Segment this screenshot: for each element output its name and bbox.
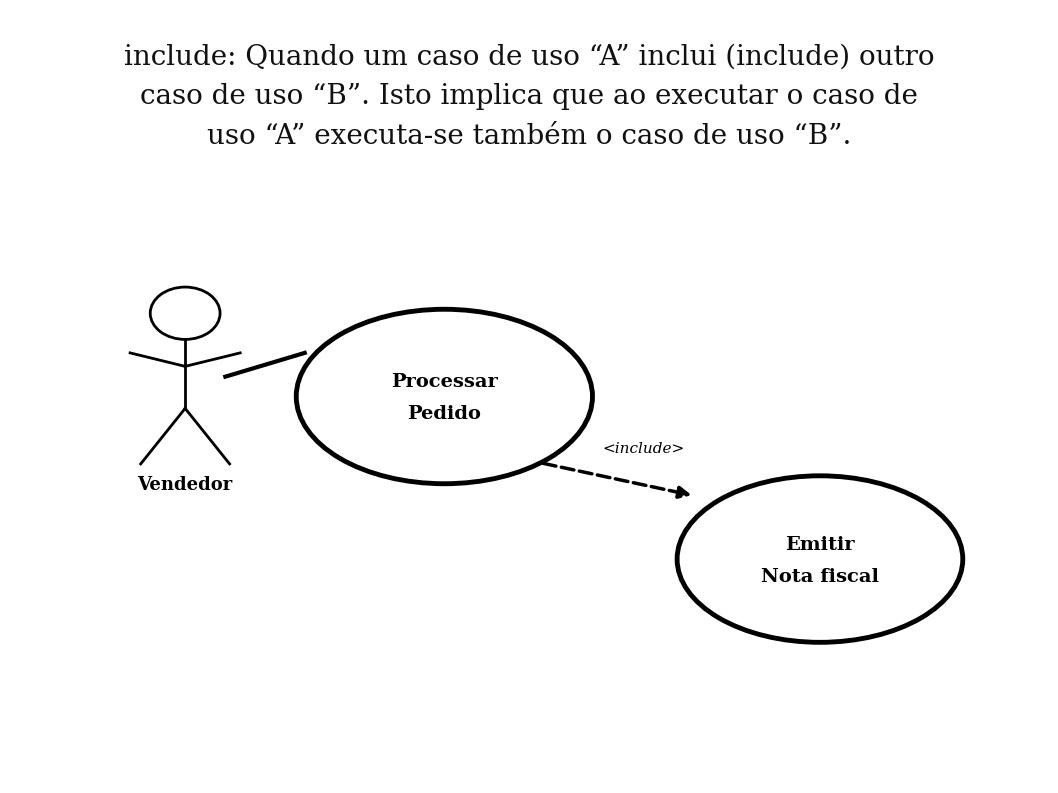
Text: caso de uso “B”. Isto implica que ao executar o caso de: caso de uso “B”. Isto implica que ao exe… [140,83,918,110]
Text: <include>: <include> [603,442,685,456]
Text: Pedido: Pedido [407,405,481,423]
Text: uso “A” executa-se também o caso de uso “B”.: uso “A” executa-se também o caso de uso … [206,123,852,150]
Text: Vendedor: Vendedor [138,476,233,494]
Text: Emitir: Emitir [785,536,855,554]
Text: Nota fiscal: Nota fiscal [761,568,879,585]
Text: include: Quando um caso de uso “A” inclui (include) outro: include: Quando um caso de uso “A” inclu… [124,44,934,71]
Text: Processar: Processar [390,374,498,391]
